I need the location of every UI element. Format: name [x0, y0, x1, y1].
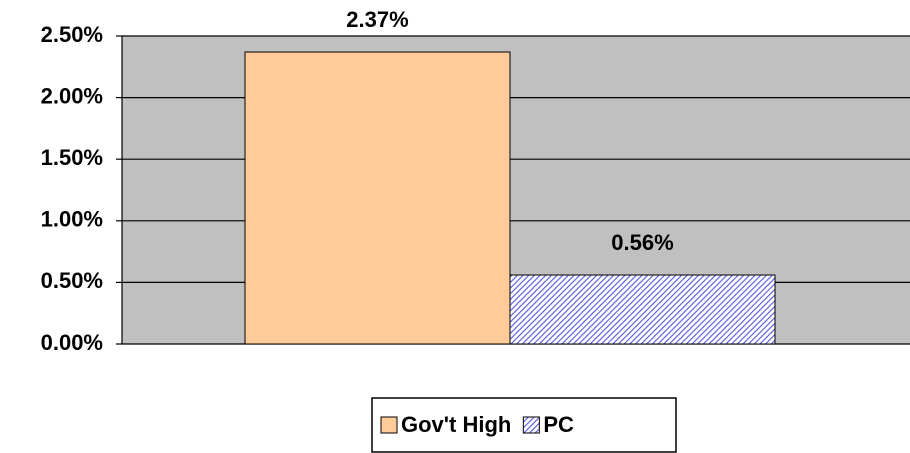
legend-label: Gov't High — [401, 412, 511, 437]
y-tick-label: 0.00% — [41, 330, 103, 355]
bar — [244, 51, 511, 345]
legend: Gov't High PC — [371, 397, 677, 453]
bar — [509, 274, 776, 345]
legend-label: PC — [543, 412, 574, 437]
legend-swatch — [380, 416, 398, 434]
data-label: 2.37% — [346, 7, 408, 32]
y-tick-label: 1.00% — [41, 207, 103, 232]
legend-swatch — [522, 416, 540, 434]
y-tick-label: 2.50% — [41, 22, 103, 47]
y-tick-label: 0.50% — [41, 268, 103, 293]
y-tick-label: 1.50% — [41, 145, 103, 170]
y-tick-label: 2.00% — [41, 83, 103, 108]
data-label: 0.56% — [611, 230, 673, 255]
